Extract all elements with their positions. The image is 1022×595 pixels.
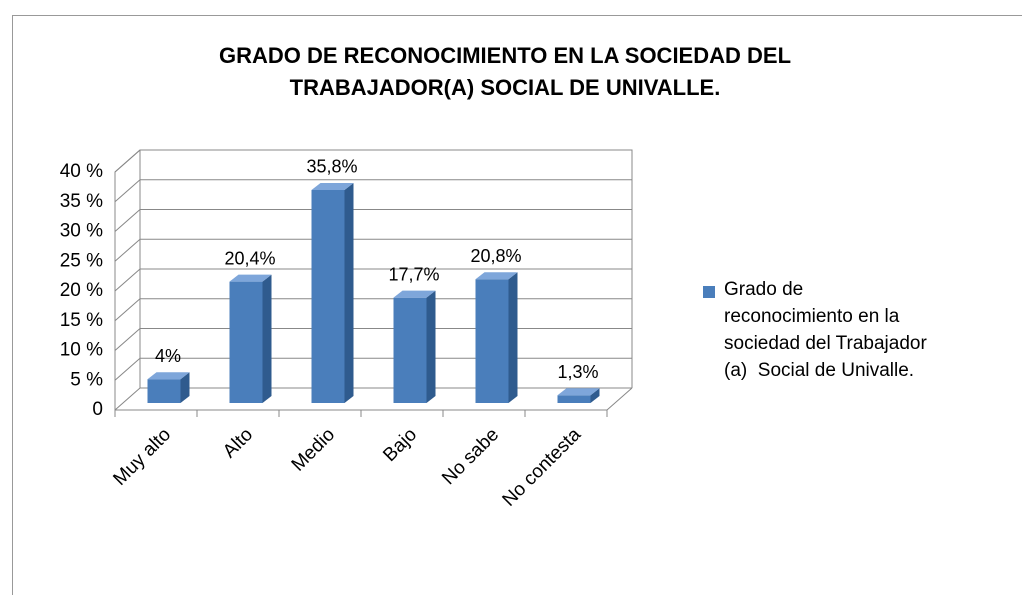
legend-label: Grado de reconocimiento en la sociedad d… [724,279,933,381]
bar [229,281,263,403]
y-tick-label: 15 % [60,310,103,331]
grid-line [114,179,632,203]
grid-line [114,328,632,351]
y-tick-label: 0 [92,399,103,420]
x-tick-label: Bajo [379,424,421,466]
x-tick-label: Alto [219,424,257,462]
bar-side [590,388,600,403]
bar-side [344,182,354,403]
y-tick-label: 10 % [60,340,103,361]
bar-side [262,274,272,403]
y-tick-label: 30 % [60,221,103,242]
bar-side [426,290,436,403]
grid-line [114,268,632,292]
bar-top [147,372,190,380]
bar-side [508,272,518,403]
x-tick-label: No contesta [499,424,586,511]
x-tick-label: No sabe [438,424,503,489]
y-tick-label: 40 % [60,161,103,182]
grid-line [114,357,632,381]
bar [475,279,509,403]
data-label: 20,4% [224,248,275,268]
x-tick-label: Medio [288,424,339,475]
bar-top [311,182,354,190]
bar [393,297,427,403]
bar-top [557,388,600,396]
floor [115,387,633,411]
frame [12,15,1022,595]
y-tick-label: 5 % [70,369,103,390]
grid-line [114,238,632,262]
bar [311,189,345,403]
data-label: 17,7% [388,264,439,284]
bar-top [393,290,436,298]
data-label: 1,3% [557,362,598,382]
bar-side [180,372,190,403]
bar [147,379,181,403]
chart-title: TRABAJADOR(A) SOCIAL DE UNIVALLE. [290,75,721,100]
legend-swatch [703,286,715,298]
data-label: 20,8% [470,246,521,266]
bar-top [229,274,272,282]
y-tick-label: 20 % [60,280,103,301]
chart-title: GRADO DE RECONOCIMIENTO EN LA SOCIEDAD D… [219,43,791,68]
grid-line [114,387,632,411]
x-tick-label: Muy alto [109,424,175,490]
grid-line [114,209,632,232]
bar [557,395,591,403]
data-label: 35,8% [306,157,357,177]
y-tick-label: 25 % [60,250,103,271]
data-label: 4% [155,346,181,366]
bar-top [475,272,518,280]
grid-line [114,298,632,322]
grid-line [114,149,632,173]
y-tick-label: 35 % [60,191,103,212]
